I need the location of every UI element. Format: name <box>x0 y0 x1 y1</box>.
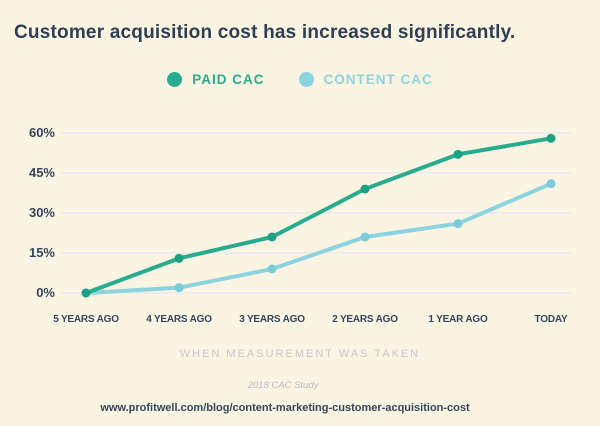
data-point-paid-cac-2 <box>267 232 277 242</box>
x-tick-1-year-ago: 1 YEAR AGO <box>428 314 488 325</box>
source-url: www.profitwell.com/blog/content-marketin… <box>100 402 470 414</box>
data-point-paid-cac-3 <box>360 184 370 194</box>
y-tick-60%: 60% <box>28 125 55 140</box>
y-tick-0%: 0% <box>36 285 55 300</box>
x-tick-4-years-ago: 4 YEARS AGO <box>146 314 212 325</box>
data-point-paid-cac-5 <box>546 133 556 143</box>
x-tick-5-years-ago: 5 YEARS AGO <box>53 314 119 325</box>
x-tick-3-years-ago: 3 YEARS AGO <box>239 314 305 325</box>
content-cac-dot-icon <box>298 72 314 87</box>
x-axis-title: WHEN MEASUREMENT WAS TAKEN <box>179 348 421 360</box>
legend-item-paid-cac: PAID CAC <box>167 72 264 87</box>
y-tick-45%: 45% <box>28 165 55 180</box>
y-tick-15%: 15% <box>28 245 55 260</box>
data-point-content-cac-2 <box>267 264 277 274</box>
legend-label-paid-cac: PAID CAC <box>192 72 265 87</box>
data-point-content-cac-1 <box>174 283 184 293</box>
data-point-paid-cac-4 <box>453 149 463 159</box>
x-tick-2-years-ago: 2 YEARS AGO <box>332 314 398 325</box>
x-tick-today: TODAY <box>534 314 568 325</box>
data-point-content-cac-5 <box>546 179 556 189</box>
series-line-content-cac <box>84 181 553 295</box>
data-point-paid-cac-0 <box>81 288 91 298</box>
legend-item-content-cac: CONTENT CAC <box>298 72 433 87</box>
data-point-content-cac-3 <box>360 232 370 242</box>
paid-cac-dot-icon <box>167 72 183 87</box>
data-point-content-cac-4 <box>453 219 463 229</box>
legend: PAID CAC CONTENT CAC <box>0 72 600 87</box>
source-note: 2018 CAC Study <box>247 380 319 391</box>
chart-title: Customer acquisition cost has increased … <box>14 22 516 43</box>
y-tick-30%: 30% <box>28 205 55 220</box>
legend-label-content-cac: CONTENT CAC <box>323 72 433 87</box>
series-line-paid-cac <box>84 136 553 295</box>
data-point-paid-cac-1 <box>174 253 184 263</box>
